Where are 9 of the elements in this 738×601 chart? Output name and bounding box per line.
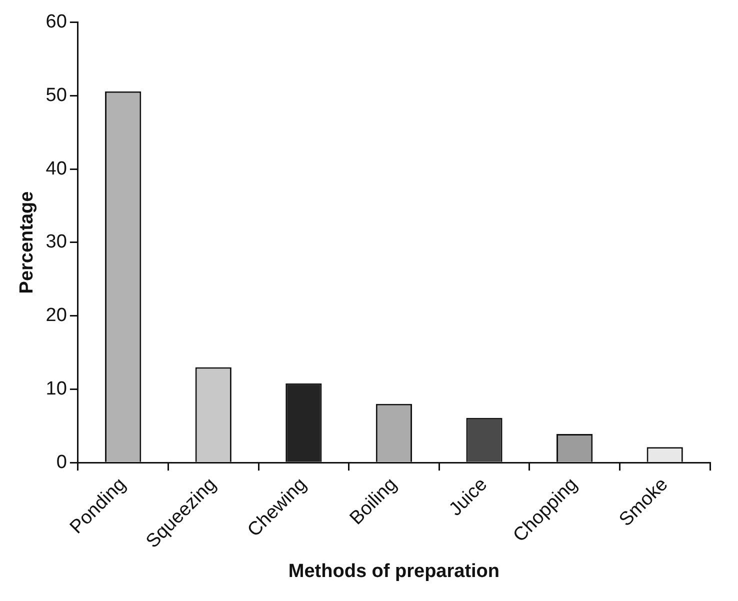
y-tick-label: 10 xyxy=(46,378,67,400)
y-tick-label: 60 xyxy=(46,12,67,33)
y-tick-label: 50 xyxy=(46,85,67,106)
y-tick-label: 30 xyxy=(46,232,67,253)
x-axis-title: Methods of preparation xyxy=(288,560,500,582)
y-tick-label: 20 xyxy=(46,305,67,326)
y-tick-label: 0 xyxy=(56,452,67,473)
y-axis-title: Percentage xyxy=(16,191,38,294)
y-tick-label: 40 xyxy=(46,158,67,180)
